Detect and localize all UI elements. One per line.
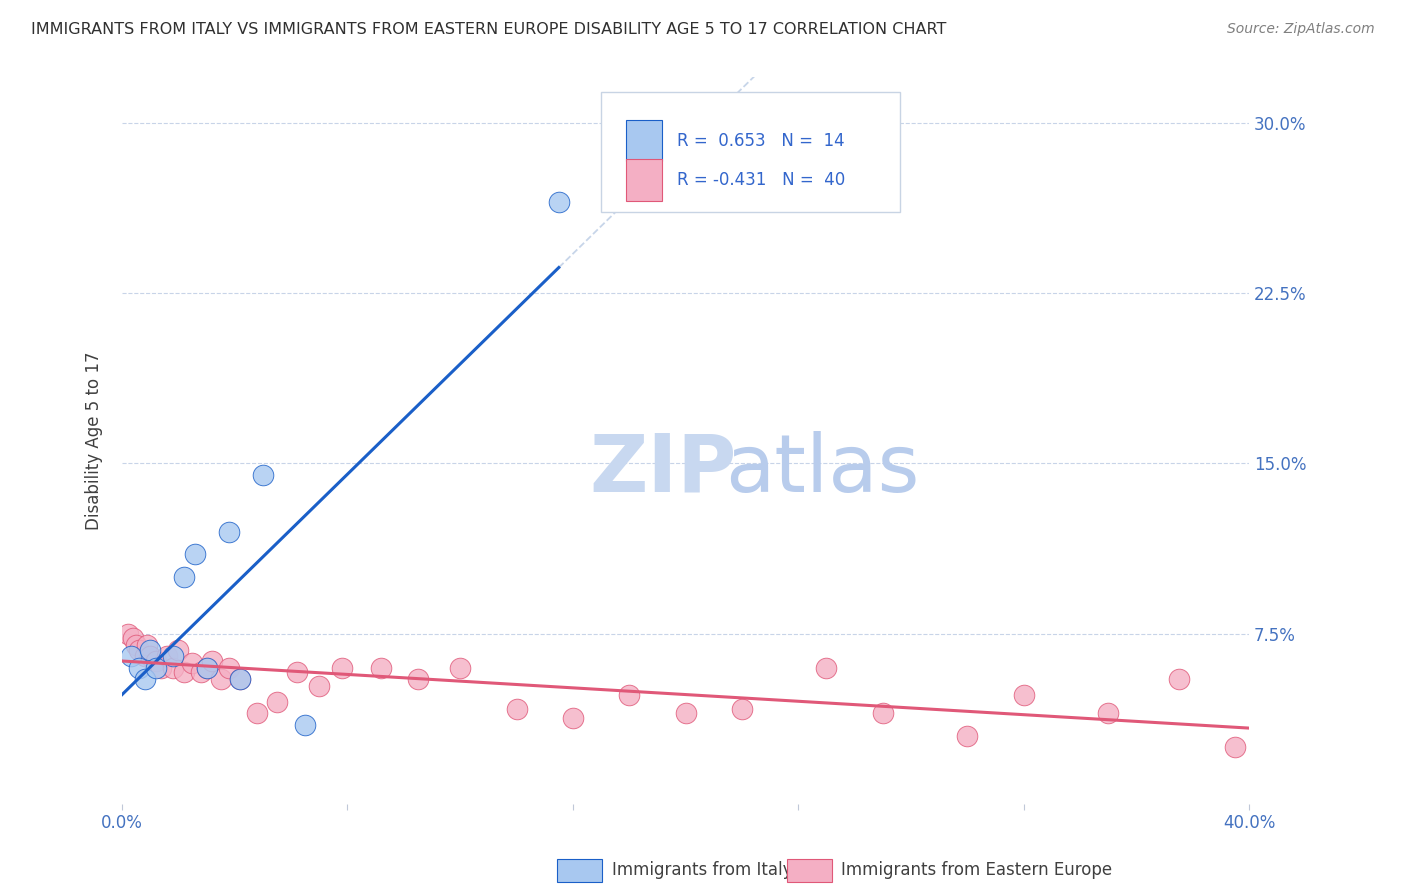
Point xyxy=(218,661,240,675)
Text: Immigrants from Eastern Europe: Immigrants from Eastern Europe xyxy=(841,861,1112,879)
Point xyxy=(145,661,167,675)
Point xyxy=(125,638,148,652)
Point xyxy=(1223,740,1246,755)
Y-axis label: Disability Age 5 to 17: Disability Age 5 to 17 xyxy=(86,351,103,530)
Text: IMMIGRANTS FROM ITALY VS IMMIGRANTS FROM EASTERN EUROPE DISABILITY AGE 5 TO 17 C: IMMIGRANTS FROM ITALY VS IMMIGRANTS FROM… xyxy=(31,22,946,37)
Point xyxy=(229,672,252,686)
Text: R =  0.653   N =  14: R = 0.653 N = 14 xyxy=(676,132,844,150)
Text: ZIP: ZIP xyxy=(589,431,737,508)
Point xyxy=(190,665,212,680)
Point xyxy=(731,701,754,715)
Point xyxy=(619,688,641,702)
Text: R = -0.431   N =  40: R = -0.431 N = 40 xyxy=(676,171,845,189)
Point xyxy=(162,661,184,675)
Point xyxy=(150,661,173,675)
Point xyxy=(134,672,156,686)
Point xyxy=(128,642,150,657)
Point xyxy=(134,649,156,664)
FancyBboxPatch shape xyxy=(626,120,662,161)
Point xyxy=(173,570,195,584)
Text: Source: ZipAtlas.com: Source: ZipAtlas.com xyxy=(1227,22,1375,37)
Point xyxy=(162,649,184,664)
Point xyxy=(266,695,288,709)
Point xyxy=(184,547,207,561)
Point xyxy=(294,717,316,731)
Point xyxy=(547,195,569,210)
Point xyxy=(449,661,471,675)
Point xyxy=(815,661,838,675)
Point xyxy=(209,672,232,686)
FancyBboxPatch shape xyxy=(602,92,900,212)
Point xyxy=(122,632,145,646)
Point xyxy=(181,657,204,671)
FancyBboxPatch shape xyxy=(626,160,662,201)
Point xyxy=(145,654,167,668)
Point xyxy=(173,665,195,680)
Point xyxy=(285,665,308,680)
Point xyxy=(252,467,274,482)
Point xyxy=(406,672,429,686)
Point xyxy=(956,729,979,743)
Point xyxy=(167,642,190,657)
Point xyxy=(195,661,218,675)
Text: Immigrants from Italy: Immigrants from Italy xyxy=(612,861,792,879)
Point xyxy=(308,679,330,693)
Point xyxy=(1097,706,1119,721)
Point xyxy=(561,711,583,725)
Point xyxy=(128,661,150,675)
Point xyxy=(139,649,162,664)
Point xyxy=(675,706,697,721)
Point xyxy=(117,626,139,640)
Point xyxy=(218,524,240,539)
Point xyxy=(136,638,159,652)
Point xyxy=(120,649,142,664)
Point xyxy=(139,642,162,657)
Point xyxy=(370,661,392,675)
Point xyxy=(156,649,179,664)
Point xyxy=(246,706,269,721)
Point xyxy=(1012,688,1035,702)
Point xyxy=(1167,672,1189,686)
Point xyxy=(330,661,353,675)
Point xyxy=(505,701,527,715)
Point xyxy=(229,672,252,686)
Point xyxy=(872,706,894,721)
Text: atlas: atlas xyxy=(725,431,920,508)
Point xyxy=(195,661,218,675)
Point xyxy=(201,654,224,668)
